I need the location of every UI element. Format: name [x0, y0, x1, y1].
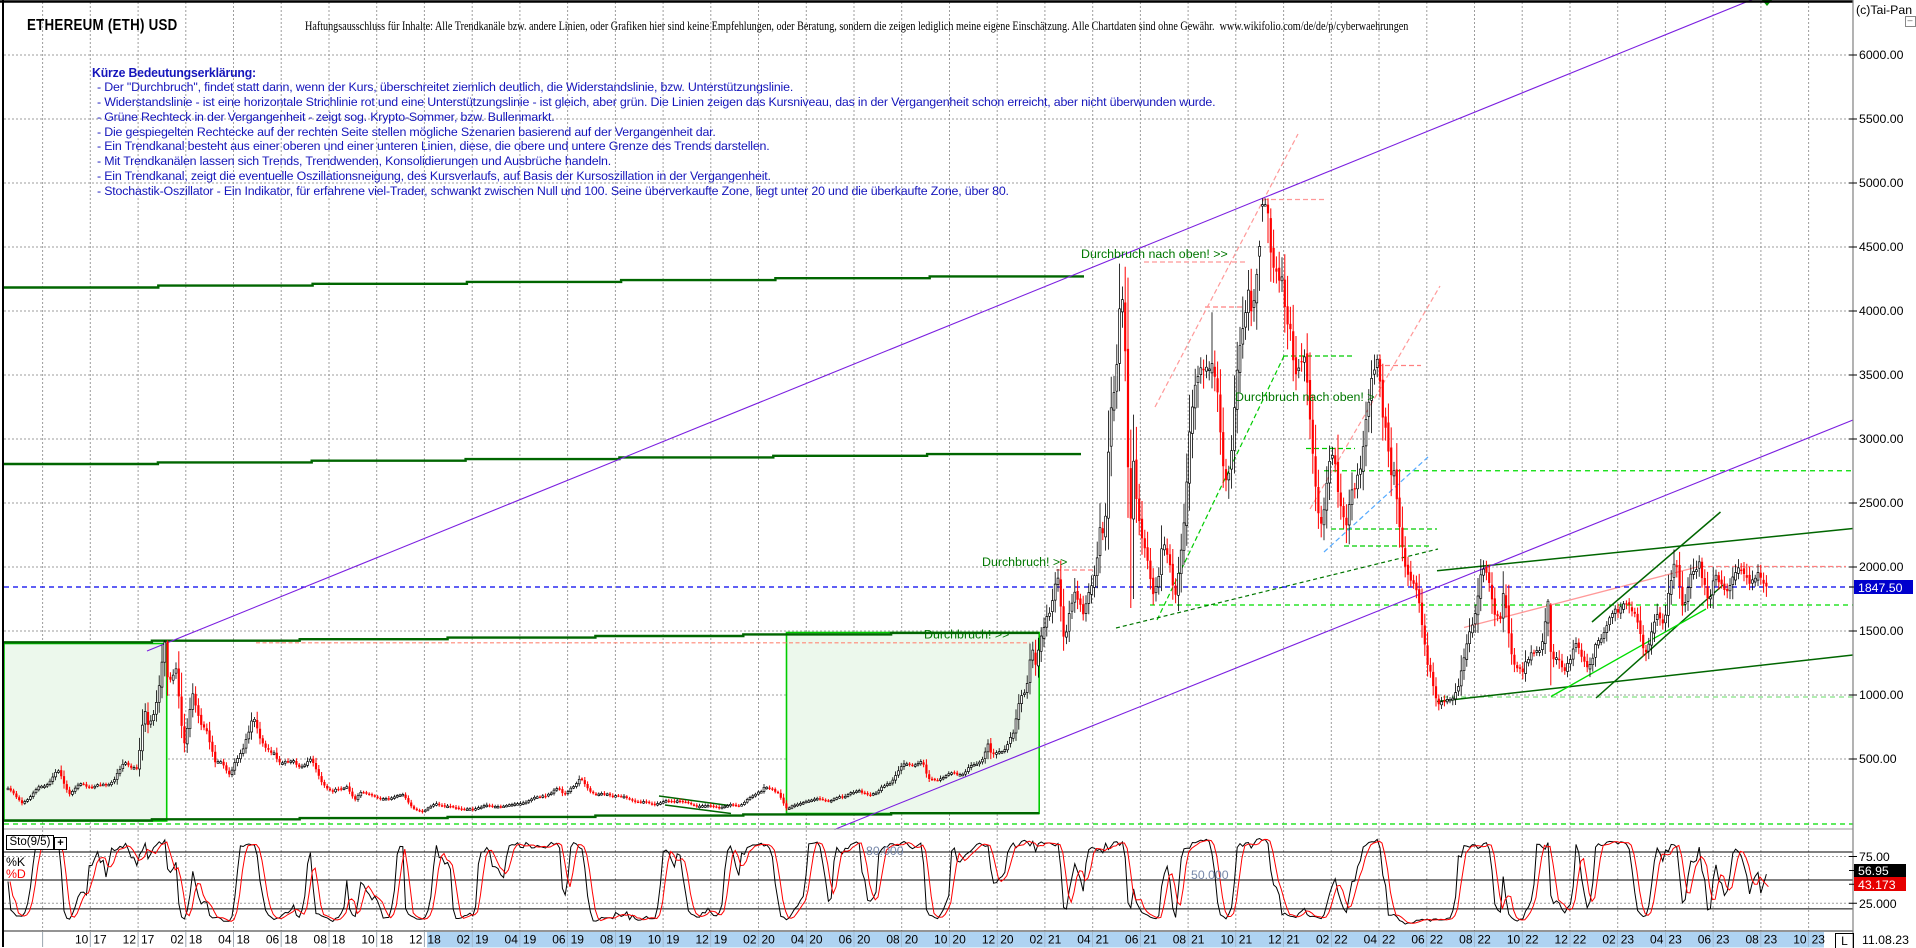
svg-text:22: 22 — [1382, 933, 1396, 947]
svg-text:04: 04 — [1364, 933, 1378, 947]
svg-text:21: 21 — [1096, 933, 1110, 947]
svg-text:06: 06 — [1698, 933, 1712, 947]
svg-text:23: 23 — [1764, 933, 1778, 947]
svg-text:20: 20 — [762, 933, 776, 947]
svg-text:19: 19 — [618, 933, 632, 947]
svg-text:10: 10 — [648, 933, 662, 947]
svg-text:04: 04 — [505, 933, 519, 947]
svg-text:22: 22 — [1430, 933, 1444, 947]
svg-text:08: 08 — [314, 933, 328, 947]
svg-text:18: 18 — [189, 933, 203, 947]
svg-text:21: 21 — [1048, 933, 1062, 947]
svg-text:08: 08 — [1173, 933, 1187, 947]
svg-text:19: 19 — [666, 933, 680, 947]
svg-text:08: 08 — [1745, 933, 1759, 947]
svg-text:20: 20 — [809, 933, 823, 947]
svg-text:10: 10 — [1507, 933, 1521, 947]
svg-text:21: 21 — [1239, 933, 1253, 947]
svg-text:02: 02 — [1316, 933, 1330, 947]
svg-text:18: 18 — [380, 933, 394, 947]
svg-text:12: 12 — [409, 933, 423, 947]
svg-text:20: 20 — [905, 933, 919, 947]
svg-text:02: 02 — [743, 933, 757, 947]
svg-text:10: 10 — [361, 933, 375, 947]
svg-text:02: 02 — [457, 933, 471, 947]
svg-text:Durchbruch! >>: Durchbruch! >> — [924, 628, 1009, 642]
svg-text:21: 21 — [1191, 933, 1205, 947]
svg-text:06: 06 — [839, 933, 853, 947]
svg-text:19: 19 — [571, 933, 585, 947]
svg-text:21: 21 — [1143, 933, 1157, 947]
svg-text:06: 06 — [1411, 933, 1425, 947]
svg-text:08: 08 — [886, 933, 900, 947]
svg-text:22: 22 — [1525, 933, 1539, 947]
svg-text:20: 20 — [1000, 933, 1014, 947]
svg-text:06: 06 — [1125, 933, 1139, 947]
svg-text:22: 22 — [1573, 933, 1587, 947]
svg-text:17: 17 — [93, 933, 107, 947]
svg-text:17: 17 — [141, 933, 155, 947]
svg-text:08: 08 — [600, 933, 614, 947]
svg-text:10: 10 — [1220, 933, 1234, 947]
svg-text:02: 02 — [1602, 933, 1616, 947]
svg-text:04: 04 — [1650, 933, 1664, 947]
svg-text:22: 22 — [1334, 933, 1348, 947]
svg-text:18: 18 — [427, 933, 441, 947]
svg-text:23: 23 — [1812, 933, 1826, 947]
svg-text:02: 02 — [170, 933, 184, 947]
svg-text:12: 12 — [123, 933, 137, 947]
svg-text:12: 12 — [1268, 933, 1282, 947]
svg-text:06: 06 — [266, 933, 280, 947]
svg-text:10: 10 — [934, 933, 948, 947]
svg-text:18: 18 — [284, 933, 298, 947]
svg-text:19: 19 — [714, 933, 728, 947]
svg-text:19: 19 — [523, 933, 537, 947]
svg-text:04: 04 — [1077, 933, 1091, 947]
svg-text:02: 02 — [1030, 933, 1044, 947]
svg-text:10: 10 — [1793, 933, 1807, 947]
svg-text:19: 19 — [475, 933, 489, 947]
svg-text:12: 12 — [1555, 933, 1569, 947]
svg-text:20: 20 — [952, 933, 966, 947]
svg-text:22: 22 — [1478, 933, 1492, 947]
svg-text:12: 12 — [695, 933, 709, 947]
svg-text:12: 12 — [982, 933, 996, 947]
svg-text:06: 06 — [552, 933, 566, 947]
svg-text:21: 21 — [1287, 933, 1301, 947]
svg-text:08: 08 — [1459, 933, 1473, 947]
svg-text:23: 23 — [1668, 933, 1682, 947]
svg-text:20: 20 — [857, 933, 871, 947]
svg-text:04: 04 — [791, 933, 805, 947]
svg-text:18: 18 — [237, 933, 251, 947]
svg-text:10: 10 — [75, 933, 89, 947]
svg-text:18: 18 — [332, 933, 346, 947]
svg-text:23: 23 — [1621, 933, 1635, 947]
svg-text:23: 23 — [1716, 933, 1730, 947]
svg-text:04: 04 — [218, 933, 232, 947]
